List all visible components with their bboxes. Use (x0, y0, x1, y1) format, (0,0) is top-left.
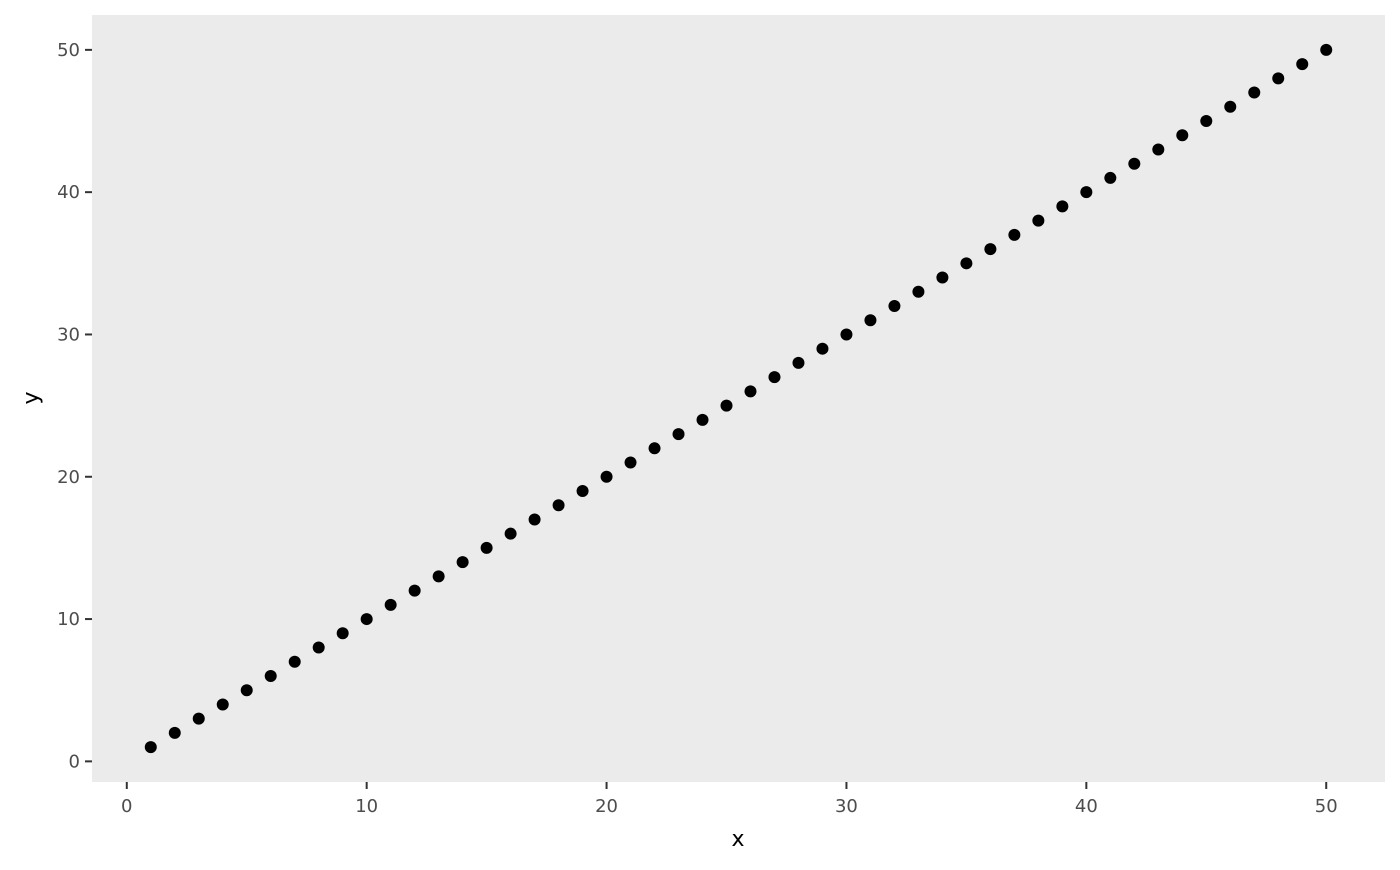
data-point (336, 627, 349, 640)
data-point (912, 285, 925, 298)
data-point (672, 428, 685, 441)
data-point (936, 271, 949, 284)
data-point (480, 541, 493, 554)
y-tick-label: 30 (57, 324, 80, 345)
data-point (1200, 115, 1213, 128)
data-point (312, 641, 325, 654)
data-point (792, 356, 805, 369)
points-layer (144, 43, 1333, 754)
data-point (360, 613, 373, 626)
x-tick-label: 10 (355, 796, 378, 817)
data-point (1008, 228, 1021, 241)
data-point (192, 712, 205, 725)
y-tick-label: 40 (57, 182, 80, 203)
data-point (1104, 171, 1117, 184)
data-point (1056, 200, 1069, 213)
data-point (168, 726, 181, 739)
data-point (768, 371, 781, 384)
data-point (1320, 43, 1333, 56)
x-axis-label: x (731, 827, 744, 852)
data-point (432, 570, 445, 583)
x-tick-label: 30 (835, 796, 858, 817)
data-point (384, 598, 397, 611)
data-point (528, 513, 541, 526)
data-point (240, 684, 253, 697)
data-point (960, 257, 973, 270)
data-point (888, 300, 901, 313)
y-tick-label: 10 (57, 609, 80, 630)
x-tick-label: 50 (1315, 796, 1338, 817)
data-point (576, 484, 589, 497)
data-point (1224, 100, 1237, 113)
data-point (600, 470, 613, 483)
data-point (144, 741, 157, 754)
data-point (624, 456, 637, 469)
data-point (744, 385, 757, 398)
x-axis: 0 10 20 30 40 50 (121, 782, 1338, 817)
data-point (1128, 157, 1141, 170)
x-tick-label: 20 (595, 796, 618, 817)
data-point (1080, 186, 1093, 199)
plot-panel (92, 15, 1385, 782)
data-point (648, 442, 661, 455)
x-tick-label: 0 (121, 796, 132, 817)
y-axis-label: y (19, 391, 44, 404)
data-point (408, 584, 421, 597)
y-tick-label: 50 (57, 40, 80, 61)
data-point (1272, 72, 1285, 85)
data-point (1296, 58, 1309, 71)
data-point (816, 342, 829, 355)
data-point (552, 499, 565, 512)
data-point (216, 698, 229, 711)
data-point (456, 556, 469, 569)
data-point (1176, 129, 1189, 142)
x-tick-label: 40 (1075, 796, 1098, 817)
data-point (696, 413, 709, 426)
y-axis: 0 10 20 30 40 50 (57, 40, 92, 772)
data-point (840, 328, 853, 341)
data-point (984, 243, 997, 256)
data-point (864, 314, 877, 327)
data-point (1032, 214, 1045, 227)
data-point (504, 527, 517, 540)
data-point (1248, 86, 1261, 99)
data-point (288, 655, 301, 668)
data-point (1152, 143, 1165, 156)
y-tick-label: 0 (69, 751, 80, 772)
y-tick-label: 20 (57, 467, 80, 488)
data-point (264, 669, 277, 682)
data-point (720, 399, 733, 412)
